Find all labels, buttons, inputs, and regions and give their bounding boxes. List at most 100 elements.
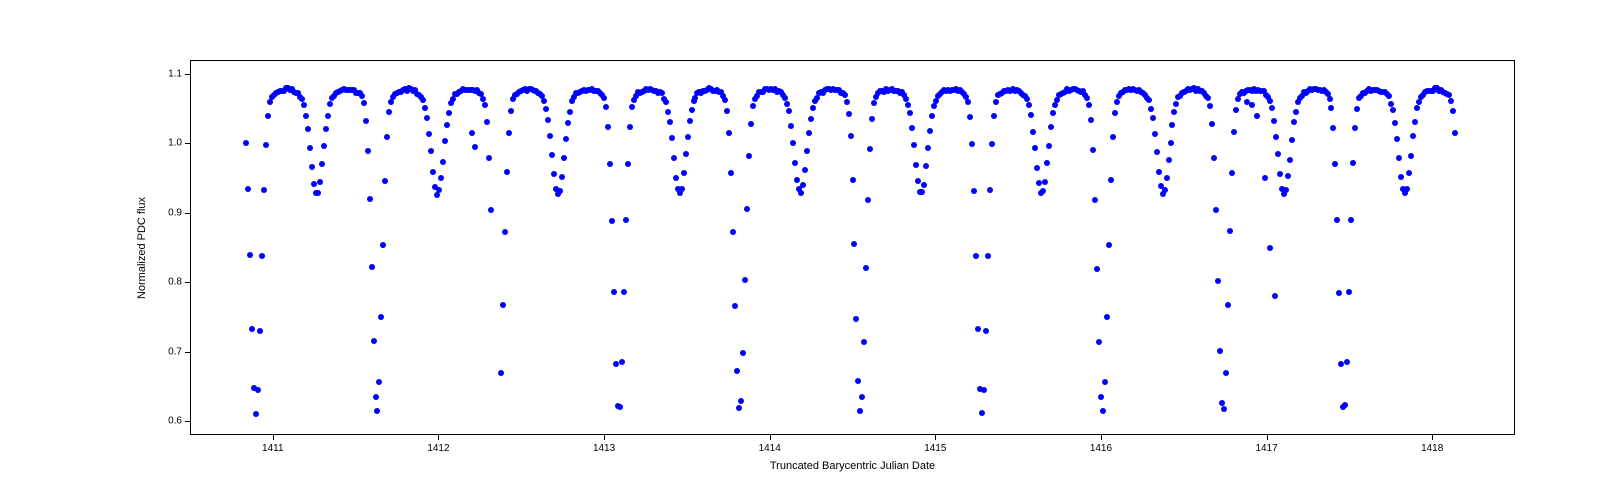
data-point (907, 110, 913, 116)
data-point (1032, 145, 1038, 151)
data-point (1148, 106, 1154, 112)
data-point (315, 190, 321, 196)
data-point (371, 338, 377, 344)
data-point (1328, 105, 1334, 111)
data-point (1293, 109, 1299, 115)
data-point (609, 218, 615, 224)
data-point (444, 122, 450, 128)
data-point (1213, 207, 1219, 213)
data-point (734, 368, 740, 374)
data-point (810, 105, 816, 111)
data-point (249, 326, 255, 332)
data-point (736, 405, 742, 411)
data-point (543, 106, 549, 112)
data-point (921, 182, 927, 188)
data-point (420, 97, 426, 103)
data-point (1273, 134, 1279, 140)
data-point (800, 182, 806, 188)
data-point (969, 141, 975, 147)
data-point (508, 108, 514, 114)
data-point (663, 99, 669, 105)
data-point (1173, 101, 1179, 107)
data-point (867, 146, 873, 152)
data-point (504, 169, 510, 175)
data-point (567, 109, 573, 115)
data-point (742, 277, 748, 283)
data-point (259, 253, 265, 259)
data-point (502, 229, 508, 235)
data-point (1396, 155, 1402, 161)
data-point (863, 265, 869, 271)
data-point (1042, 179, 1048, 185)
x-tick-label: 1418 (1421, 443, 1443, 454)
data-point (619, 359, 625, 365)
plot-area (190, 60, 1515, 435)
data-point (857, 408, 863, 414)
data-point (500, 302, 506, 308)
data-point (611, 289, 617, 295)
data-point (325, 113, 331, 119)
x-axis-label: Truncated Barycentric Julian Date (770, 460, 935, 472)
x-tick-mark (770, 435, 771, 440)
data-point (1289, 137, 1295, 143)
data-point (557, 188, 563, 194)
x-tick-label: 1417 (1255, 443, 1277, 454)
data-point (1249, 102, 1255, 108)
y-tick-label: 0.8 (160, 277, 182, 288)
data-point (679, 186, 685, 192)
data-point (1394, 136, 1400, 142)
data-point (319, 161, 325, 167)
data-point (806, 130, 812, 136)
data-point (979, 410, 985, 416)
data-point (1152, 131, 1158, 137)
data-point (925, 145, 931, 151)
data-point (1221, 406, 1227, 412)
data-point (782, 95, 788, 101)
data-point (732, 303, 738, 309)
data-point (1285, 173, 1291, 179)
data-point (621, 289, 627, 295)
data-point (1034, 165, 1040, 171)
data-point (1164, 175, 1170, 181)
data-point (1094, 266, 1100, 272)
data-point (317, 179, 323, 185)
data-point (685, 134, 691, 140)
data-point (559, 174, 565, 180)
data-point (730, 229, 736, 235)
data-point (855, 378, 861, 384)
data-point (1168, 140, 1174, 146)
data-point (255, 387, 261, 393)
data-point (1169, 122, 1175, 128)
data-point (422, 105, 428, 111)
data-point (1150, 115, 1156, 121)
data-point (1229, 170, 1235, 176)
data-point (265, 113, 271, 119)
data-point (790, 140, 796, 146)
data-point (245, 186, 251, 192)
data-point (971, 188, 977, 194)
data-point (722, 97, 728, 103)
data-point (1223, 370, 1229, 376)
data-point (488, 207, 494, 213)
data-point (627, 124, 633, 130)
data-point (667, 119, 673, 125)
data-point (728, 170, 734, 176)
data-point (1332, 161, 1338, 167)
data-point (1154, 149, 1160, 155)
y-tick-mark (185, 213, 190, 214)
data-point (1092, 197, 1098, 203)
x-tick-label: 1415 (924, 443, 946, 454)
data-point (1090, 147, 1096, 153)
data-point (484, 119, 490, 125)
data-point (1272, 293, 1278, 299)
data-point (547, 133, 553, 139)
data-point (671, 155, 677, 161)
data-point (869, 116, 875, 122)
data-point (1350, 160, 1356, 166)
y-tick-label: 0.9 (160, 207, 182, 218)
data-point (1050, 110, 1056, 116)
data-point (1225, 302, 1231, 308)
data-point (1334, 217, 1340, 223)
data-point (802, 167, 808, 173)
data-point (1227, 228, 1233, 234)
